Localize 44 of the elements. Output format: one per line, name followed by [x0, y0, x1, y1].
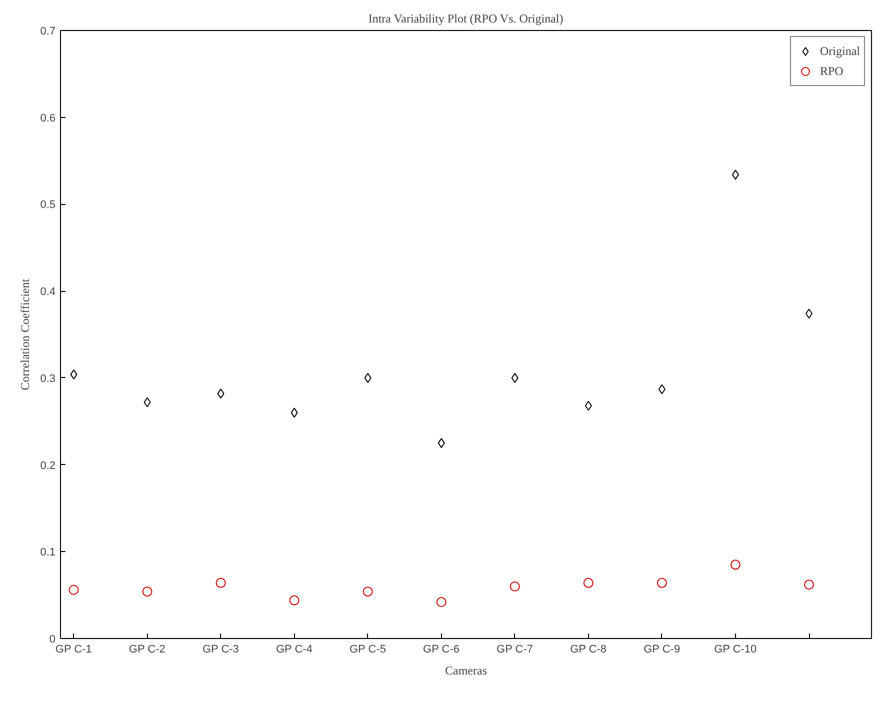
y-tick-label: 0.5: [40, 199, 56, 212]
point: [144, 397, 151, 408]
y-tick-label: 0: [49, 634, 56, 646]
point: [583, 578, 594, 588]
y-tick-label: 0.7: [40, 26, 56, 38]
x-tick-label: GP C-8: [570, 644, 607, 656]
point: [730, 560, 740, 570]
y-tick-label: 0.2: [40, 460, 56, 472]
x-tick-label: GP C-1: [55, 644, 92, 656]
x-tick-label: GP C-6: [423, 644, 460, 656]
point: [436, 597, 446, 608]
point: [584, 400, 592, 411]
point: [289, 595, 300, 606]
point: [362, 586, 373, 597]
point: [290, 408, 298, 418]
y-tick-label: 0.1: [40, 546, 56, 559]
point: [656, 578, 667, 588]
point: [804, 580, 814, 590]
x-tick-label: GP C-3: [202, 644, 239, 656]
point: [68, 584, 79, 595]
point: [658, 384, 666, 394]
point: [70, 369, 78, 380]
point: [511, 372, 518, 383]
point: [216, 578, 226, 588]
x-tick-label: GP C-2: [128, 644, 166, 656]
y-axis-title: Correlation Coefficient: [18, 278, 32, 390]
point: [217, 388, 224, 399]
point: [142, 586, 152, 597]
x-tick-label: GP C-9: [644, 644, 680, 656]
legend-label: RPO: [820, 64, 844, 78]
x-tick-label: GP C-4: [276, 644, 312, 656]
point: [732, 170, 739, 180]
x-tick-label: GP C-10: [714, 644, 757, 656]
chart-title: Intra Variability Plot (RPO Vs. Original): [368, 12, 564, 26]
point: [364, 372, 372, 383]
point: [510, 581, 520, 592]
legend-label: Original: [820, 44, 860, 58]
x-tick-label: GP C-7: [496, 644, 534, 656]
x-tick-label: GP C-5: [350, 644, 386, 656]
y-tick-label: 0.6: [40, 112, 56, 124]
y-tick-label: 0.3: [40, 372, 56, 385]
point: [438, 438, 445, 448]
y-tick-label: 0.4: [40, 286, 56, 298]
x-axis-title: Cameras: [445, 664, 488, 678]
